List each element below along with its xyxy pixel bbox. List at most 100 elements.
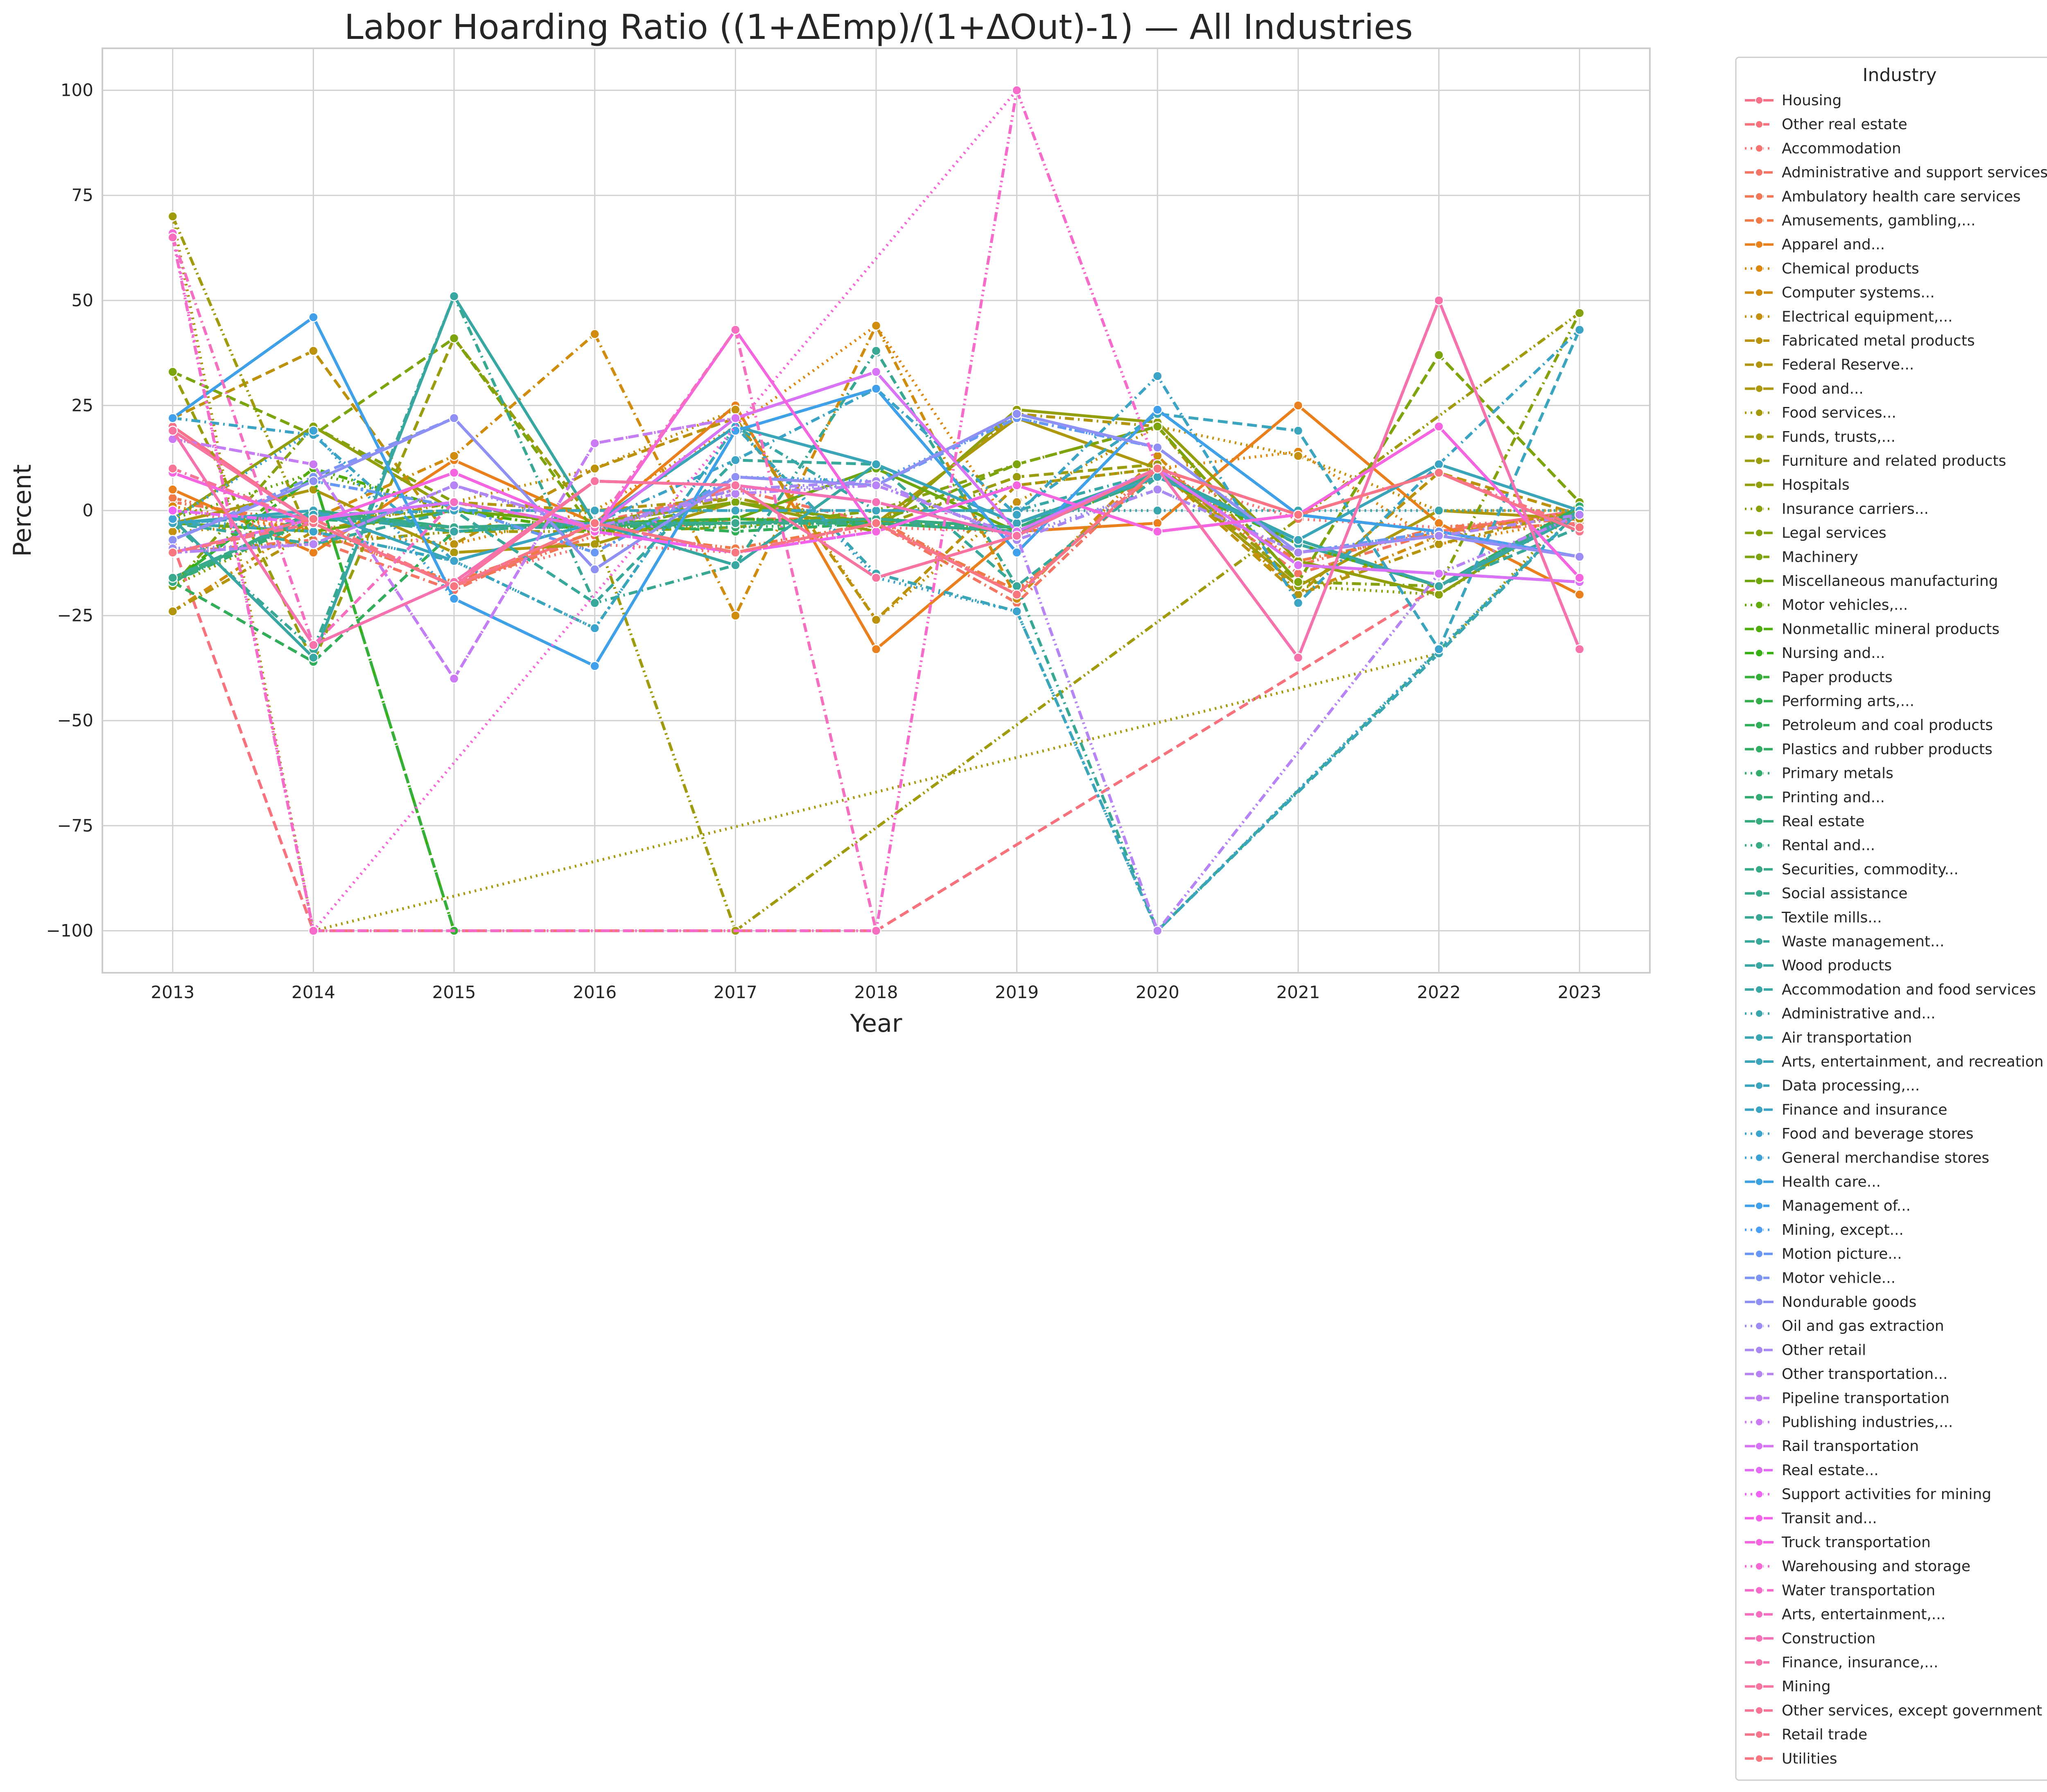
data-point [308,312,319,323]
legend-item: Administrative and... [1745,1006,1936,1022]
data-point [308,476,319,486]
data-point [871,367,881,377]
x-tick-label: 2020 [1136,982,1179,1002]
data-point [871,505,881,516]
x-tick-label: 2019 [995,982,1039,1002]
series-line [172,324,1580,617]
data-point [1574,325,1585,335]
legend-item: Finance, insurance,... [1745,1654,1938,1671]
legend-marker [1755,1562,1763,1571]
legend-marker [1755,865,1763,874]
data-point [730,560,741,570]
legend-label: Electrical equipment,... [1782,308,1953,325]
legend-marker [1755,1250,1763,1258]
x-tick-label: 2013 [151,982,194,1002]
legend-label: Printing and... [1782,789,1885,806]
data-point [167,232,178,243]
legend-label: Arts, entertainment, and recreation [1782,1053,2044,1070]
data-point [871,321,881,331]
legend-item: Mining, except... [1745,1222,1904,1238]
series-line [172,479,1580,554]
legend-item: Other real estate [1745,116,1907,133]
legend-label: Mining, except... [1782,1222,1904,1238]
data-point [590,564,600,574]
legend-item: Textile mills... [1745,909,1882,926]
data-point [1434,468,1444,478]
data-point [1012,590,1022,600]
data-point [730,413,741,423]
data-point [871,615,881,625]
data-point [730,472,741,482]
data-point [730,455,741,466]
legend-item: Paper products [1745,669,1893,686]
data-point [1012,480,1022,490]
y-tick-label: 100 [61,80,93,100]
legend-label: Construction [1782,1630,1875,1647]
legend-label: Real estate [1782,813,1864,830]
legend-marker [1755,1610,1763,1619]
legend-item: Chemical products [1745,260,1919,277]
data-point [1012,472,1022,482]
legend-item: Waste management... [1745,933,1944,950]
data-point [1012,497,1022,507]
legend-item: Administrative and support services [1745,164,2047,181]
data-point [449,594,459,604]
legend-label: Other retail [1782,1342,1866,1358]
data-point [167,527,178,537]
y-tick-label: 25 [72,395,93,415]
legend-marker [1755,1130,1763,1138]
legend-item: Air transportation [1745,1029,1912,1046]
legend-item: Amusements, gambling,... [1745,212,1975,229]
legend-item: Publishing industries,... [1745,1414,1953,1431]
legend-label: Health care... [1782,1174,1881,1191]
series-line [172,295,1581,932]
data-point [1434,518,1444,529]
legend-item: Motor vehicles,... [1745,597,1908,614]
legend-marker [1755,961,1763,970]
legend-label: Machinery [1782,549,1858,565]
data-point [167,211,178,221]
legend-label: Transit and... [1781,1510,1877,1527]
legend-label: Truck transportation [1781,1534,1931,1551]
data-point [1434,644,1444,654]
data-point [590,476,600,486]
legend-item: Plastics and rubber products [1745,741,1993,758]
data-point [590,598,600,608]
y-tick-label: 0 [82,500,93,520]
chart-title: Labor Hoarding Ratio ((1+ΔEmp)/(1+ΔOut)-… [344,7,1413,47]
data-point [590,329,600,339]
legend-marker [1755,1105,1763,1114]
legend-label: Other services, except government [1782,1702,2042,1719]
legend-marker [1755,1081,1763,1090]
legend-label: Furniture and related products [1782,453,2006,470]
legend-item: Rail transportation [1745,1438,1919,1455]
data-point [167,484,178,495]
legend-marker [1755,1682,1763,1691]
legend-item: Transit and... [1745,1510,1877,1527]
data-point [1012,85,1022,95]
legend-item: Oil and gas extraction [1745,1318,1944,1335]
legend-item: Food and... [1745,380,1864,397]
legend-title: Industry [1863,65,1937,86]
legend-label: Performing arts,... [1782,693,1914,710]
legend-label: Warehousing and storage [1782,1558,1970,1575]
legend-label: Other transportation... [1782,1366,1948,1383]
data-point [308,527,319,537]
legend-marker [1755,144,1763,153]
legend-label: Rental and... [1782,837,1875,854]
data-point [871,497,881,507]
legend-marker [1755,1058,1763,1066]
data-point [1293,547,1304,558]
y-tick-label: −25 [57,606,93,626]
data-point [871,644,881,654]
legend-marker [1755,1514,1763,1523]
x-tick-label: 2015 [432,982,476,1002]
legend-label: Hospitals [1782,477,1850,493]
data-point [308,346,319,356]
data-point [1293,598,1304,608]
series-lines [167,85,1585,936]
legend-label: Nondurable goods [1782,1294,1916,1311]
legend-item: Primary metals [1745,765,1893,782]
data-point [1293,400,1304,411]
legend-frame [1735,56,2047,1781]
